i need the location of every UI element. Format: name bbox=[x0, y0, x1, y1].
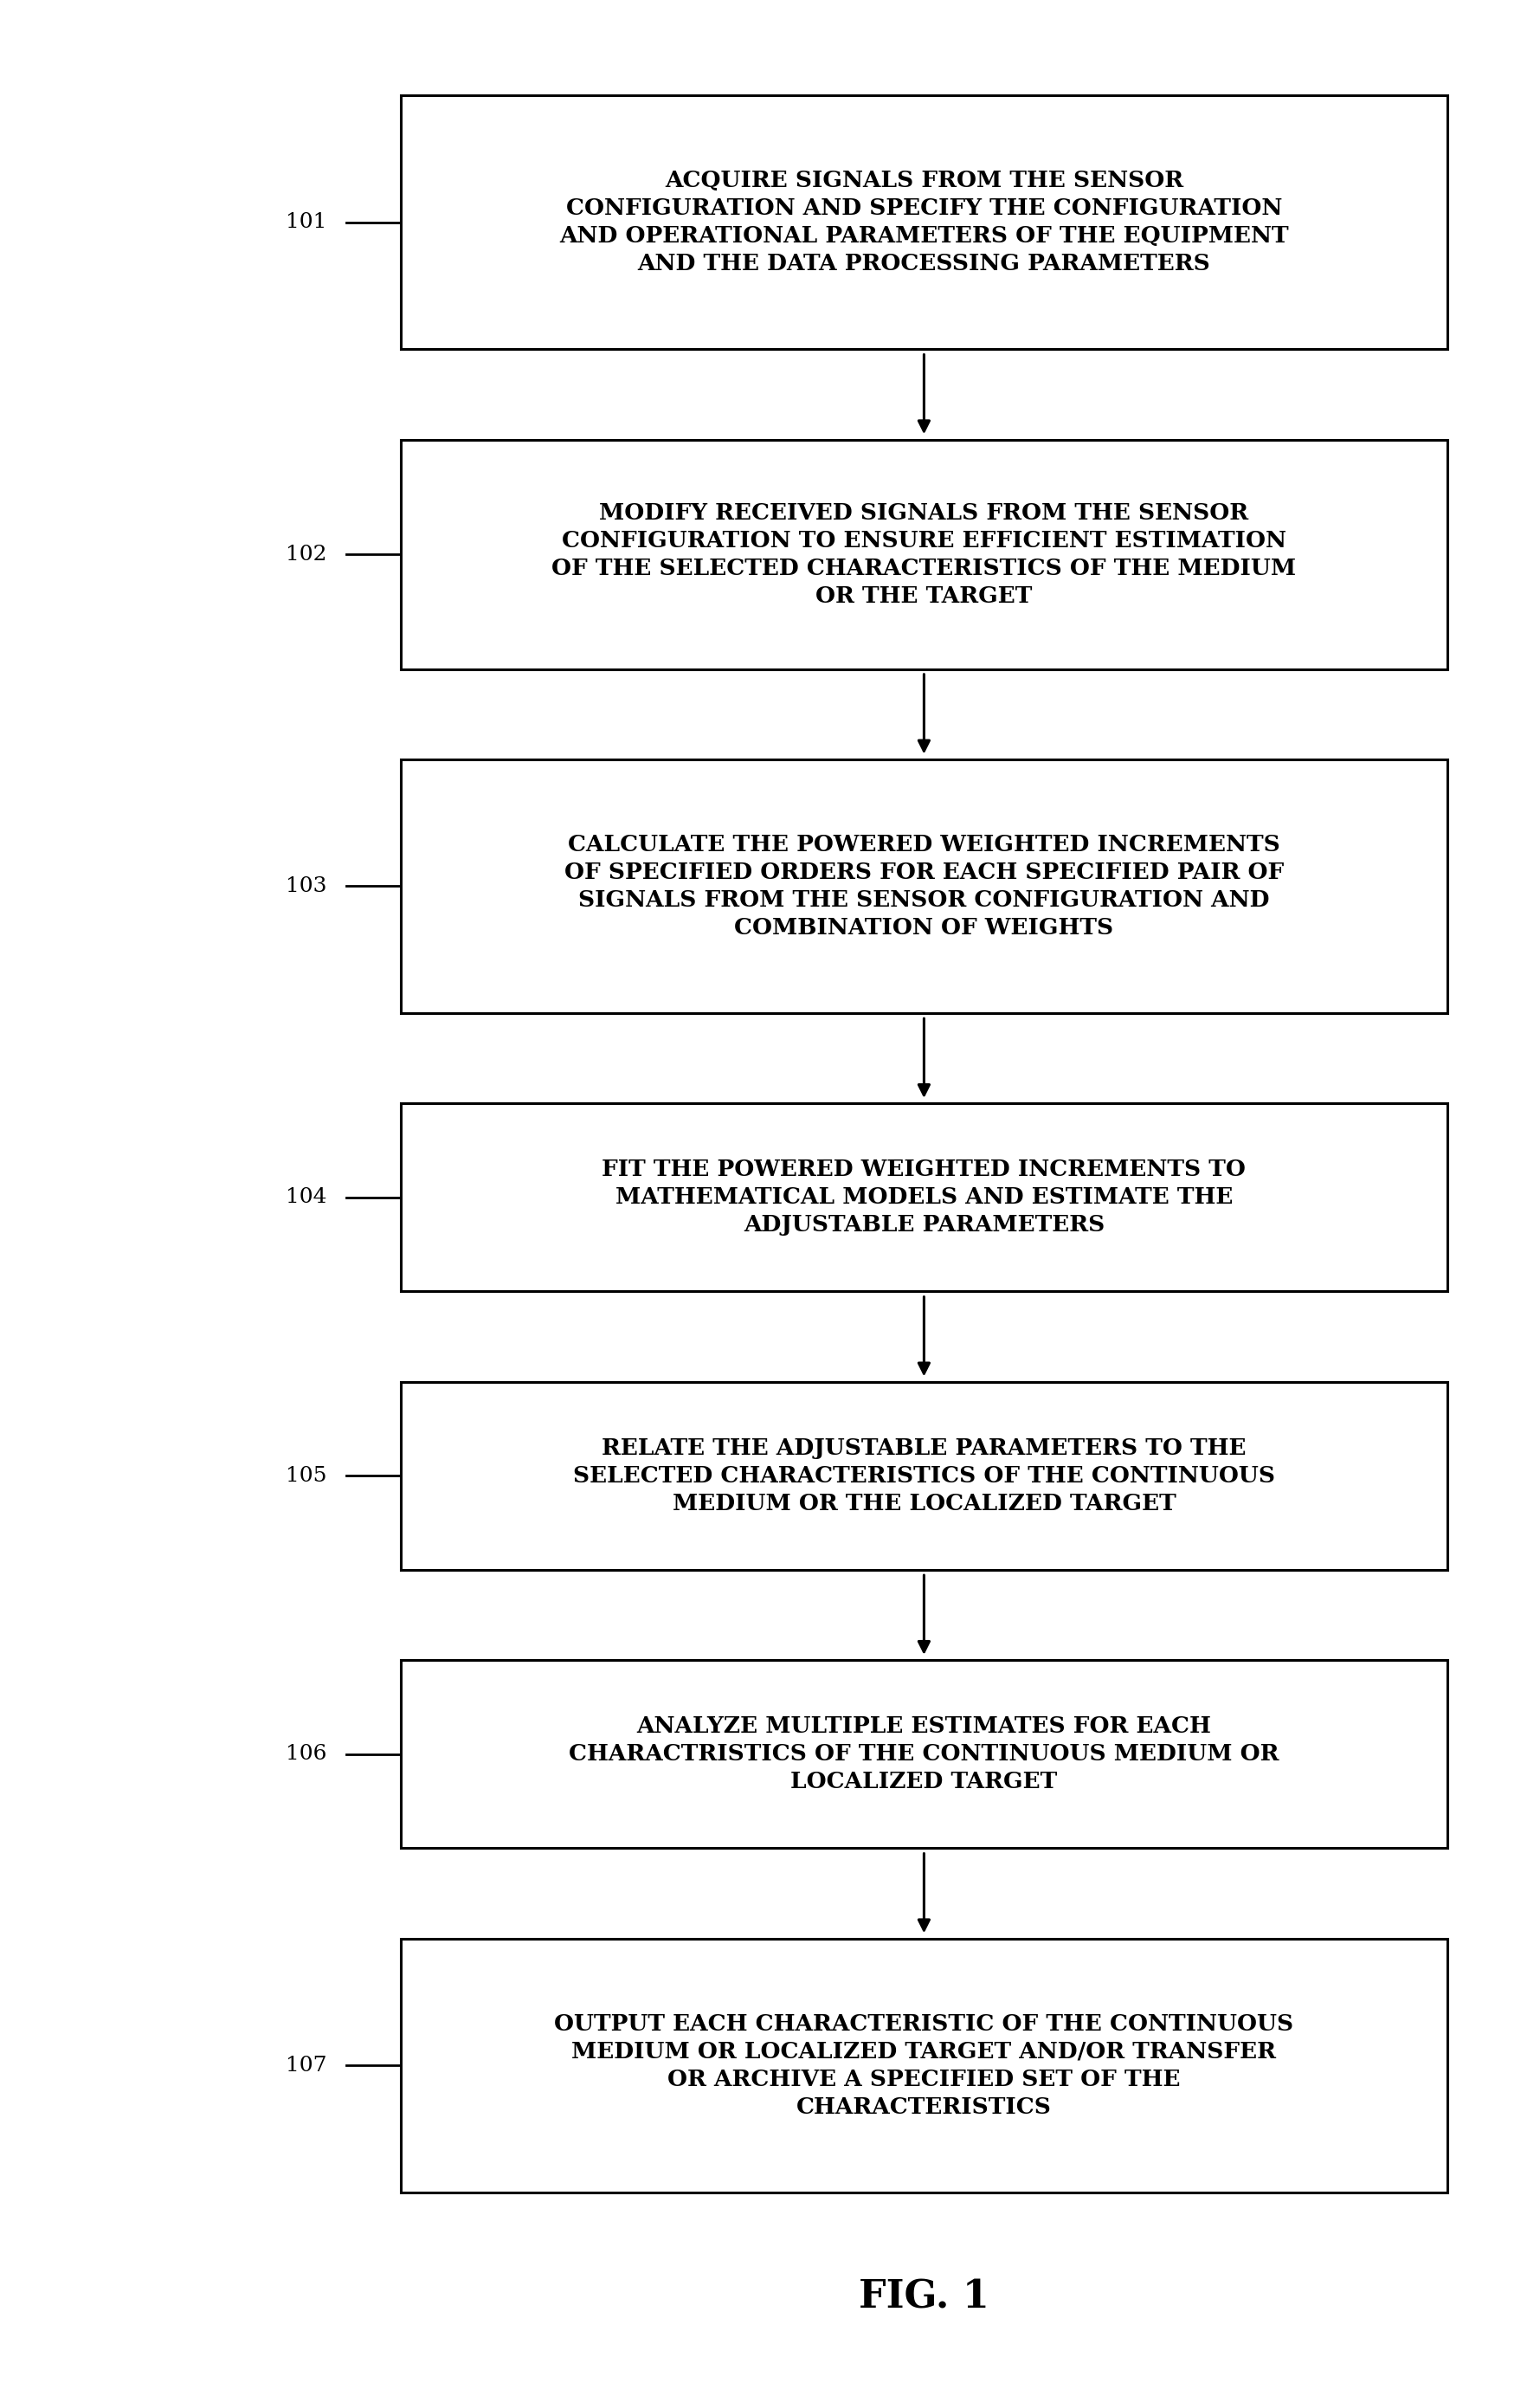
Text: ANALYZE MULTIPLE ESTIMATES FOR EACH
CHARACTRISTICS OF THE CONTINUOUS MEDIUM OR
L: ANALYZE MULTIPLE ESTIMATES FOR EACH CHAR… bbox=[568, 1716, 1280, 1792]
Text: 101: 101 bbox=[285, 212, 326, 231]
FancyBboxPatch shape bbox=[400, 1937, 1448, 2192]
Text: CALCULATE THE POWERED WEIGHTED INCREMENTS
OF SPECIFIED ORDERS FOR EACH SPECIFIED: CALCULATE THE POWERED WEIGHTED INCREMENT… bbox=[564, 834, 1284, 939]
Text: 104: 104 bbox=[285, 1187, 326, 1208]
Text: 107: 107 bbox=[285, 2057, 326, 2076]
FancyBboxPatch shape bbox=[400, 1661, 1448, 1849]
FancyBboxPatch shape bbox=[400, 760, 1448, 1013]
Text: RELATE THE ADJUSTABLE PARAMETERS TO THE
SELECTED CHARACTERISTICS OF THE CONTINUO: RELATE THE ADJUSTABLE PARAMETERS TO THE … bbox=[573, 1437, 1275, 1513]
FancyBboxPatch shape bbox=[400, 1382, 1448, 1570]
Text: FIG. 1: FIG. 1 bbox=[859, 2278, 989, 2316]
Text: OUTPUT EACH CHARACTERISTIC OF THE CONTINUOUS
MEDIUM OR LOCALIZED TARGET AND/OR T: OUTPUT EACH CHARACTERISTIC OF THE CONTIN… bbox=[554, 2014, 1294, 2118]
Text: ACQUIRE SIGNALS FROM THE SENSOR
CONFIGURATION AND SPECIFY THE CONFIGURATION
AND : ACQUIRE SIGNALS FROM THE SENSOR CONFIGUR… bbox=[559, 169, 1289, 274]
Text: 105: 105 bbox=[285, 1466, 326, 1485]
FancyBboxPatch shape bbox=[400, 95, 1448, 350]
Text: 103: 103 bbox=[285, 877, 326, 896]
FancyBboxPatch shape bbox=[400, 438, 1448, 670]
Text: MODIFY RECEIVED SIGNALS FROM THE SENSOR
CONFIGURATION TO ENSURE EFFICIENT ESTIMA: MODIFY RECEIVED SIGNALS FROM THE SENSOR … bbox=[551, 503, 1297, 608]
Text: 106: 106 bbox=[285, 1744, 326, 1763]
Text: 102: 102 bbox=[285, 543, 326, 565]
Text: FIT THE POWERED WEIGHTED INCREMENTS TO
MATHEMATICAL MODELS AND ESTIMATE THE
ADJU: FIT THE POWERED WEIGHTED INCREMENTS TO M… bbox=[602, 1158, 1246, 1237]
FancyBboxPatch shape bbox=[400, 1103, 1448, 1292]
